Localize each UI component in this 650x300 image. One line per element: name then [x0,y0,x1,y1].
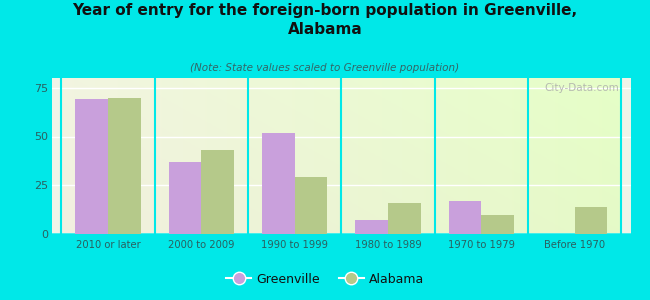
Bar [575,207,607,234]
Legend: Greenville, Alabama: Greenville, Alabama [221,268,429,291]
Bar [202,150,234,234]
Bar [168,162,202,234]
Text: Year of entry for the foreign-born population in Greenville,
Alabama: Year of entry for the foreign-born popul… [72,3,578,37]
Bar [294,177,327,234]
Text: City-Data.com: City-Data.com [544,83,619,93]
Bar [108,98,140,234]
Bar [75,99,108,234]
Bar [356,220,388,234]
Bar [448,201,481,234]
Bar [481,214,514,234]
Text: (Note: State values scaled to Greenville population): (Note: State values scaled to Greenville… [190,63,460,73]
Bar [262,133,294,234]
Bar [388,203,421,234]
